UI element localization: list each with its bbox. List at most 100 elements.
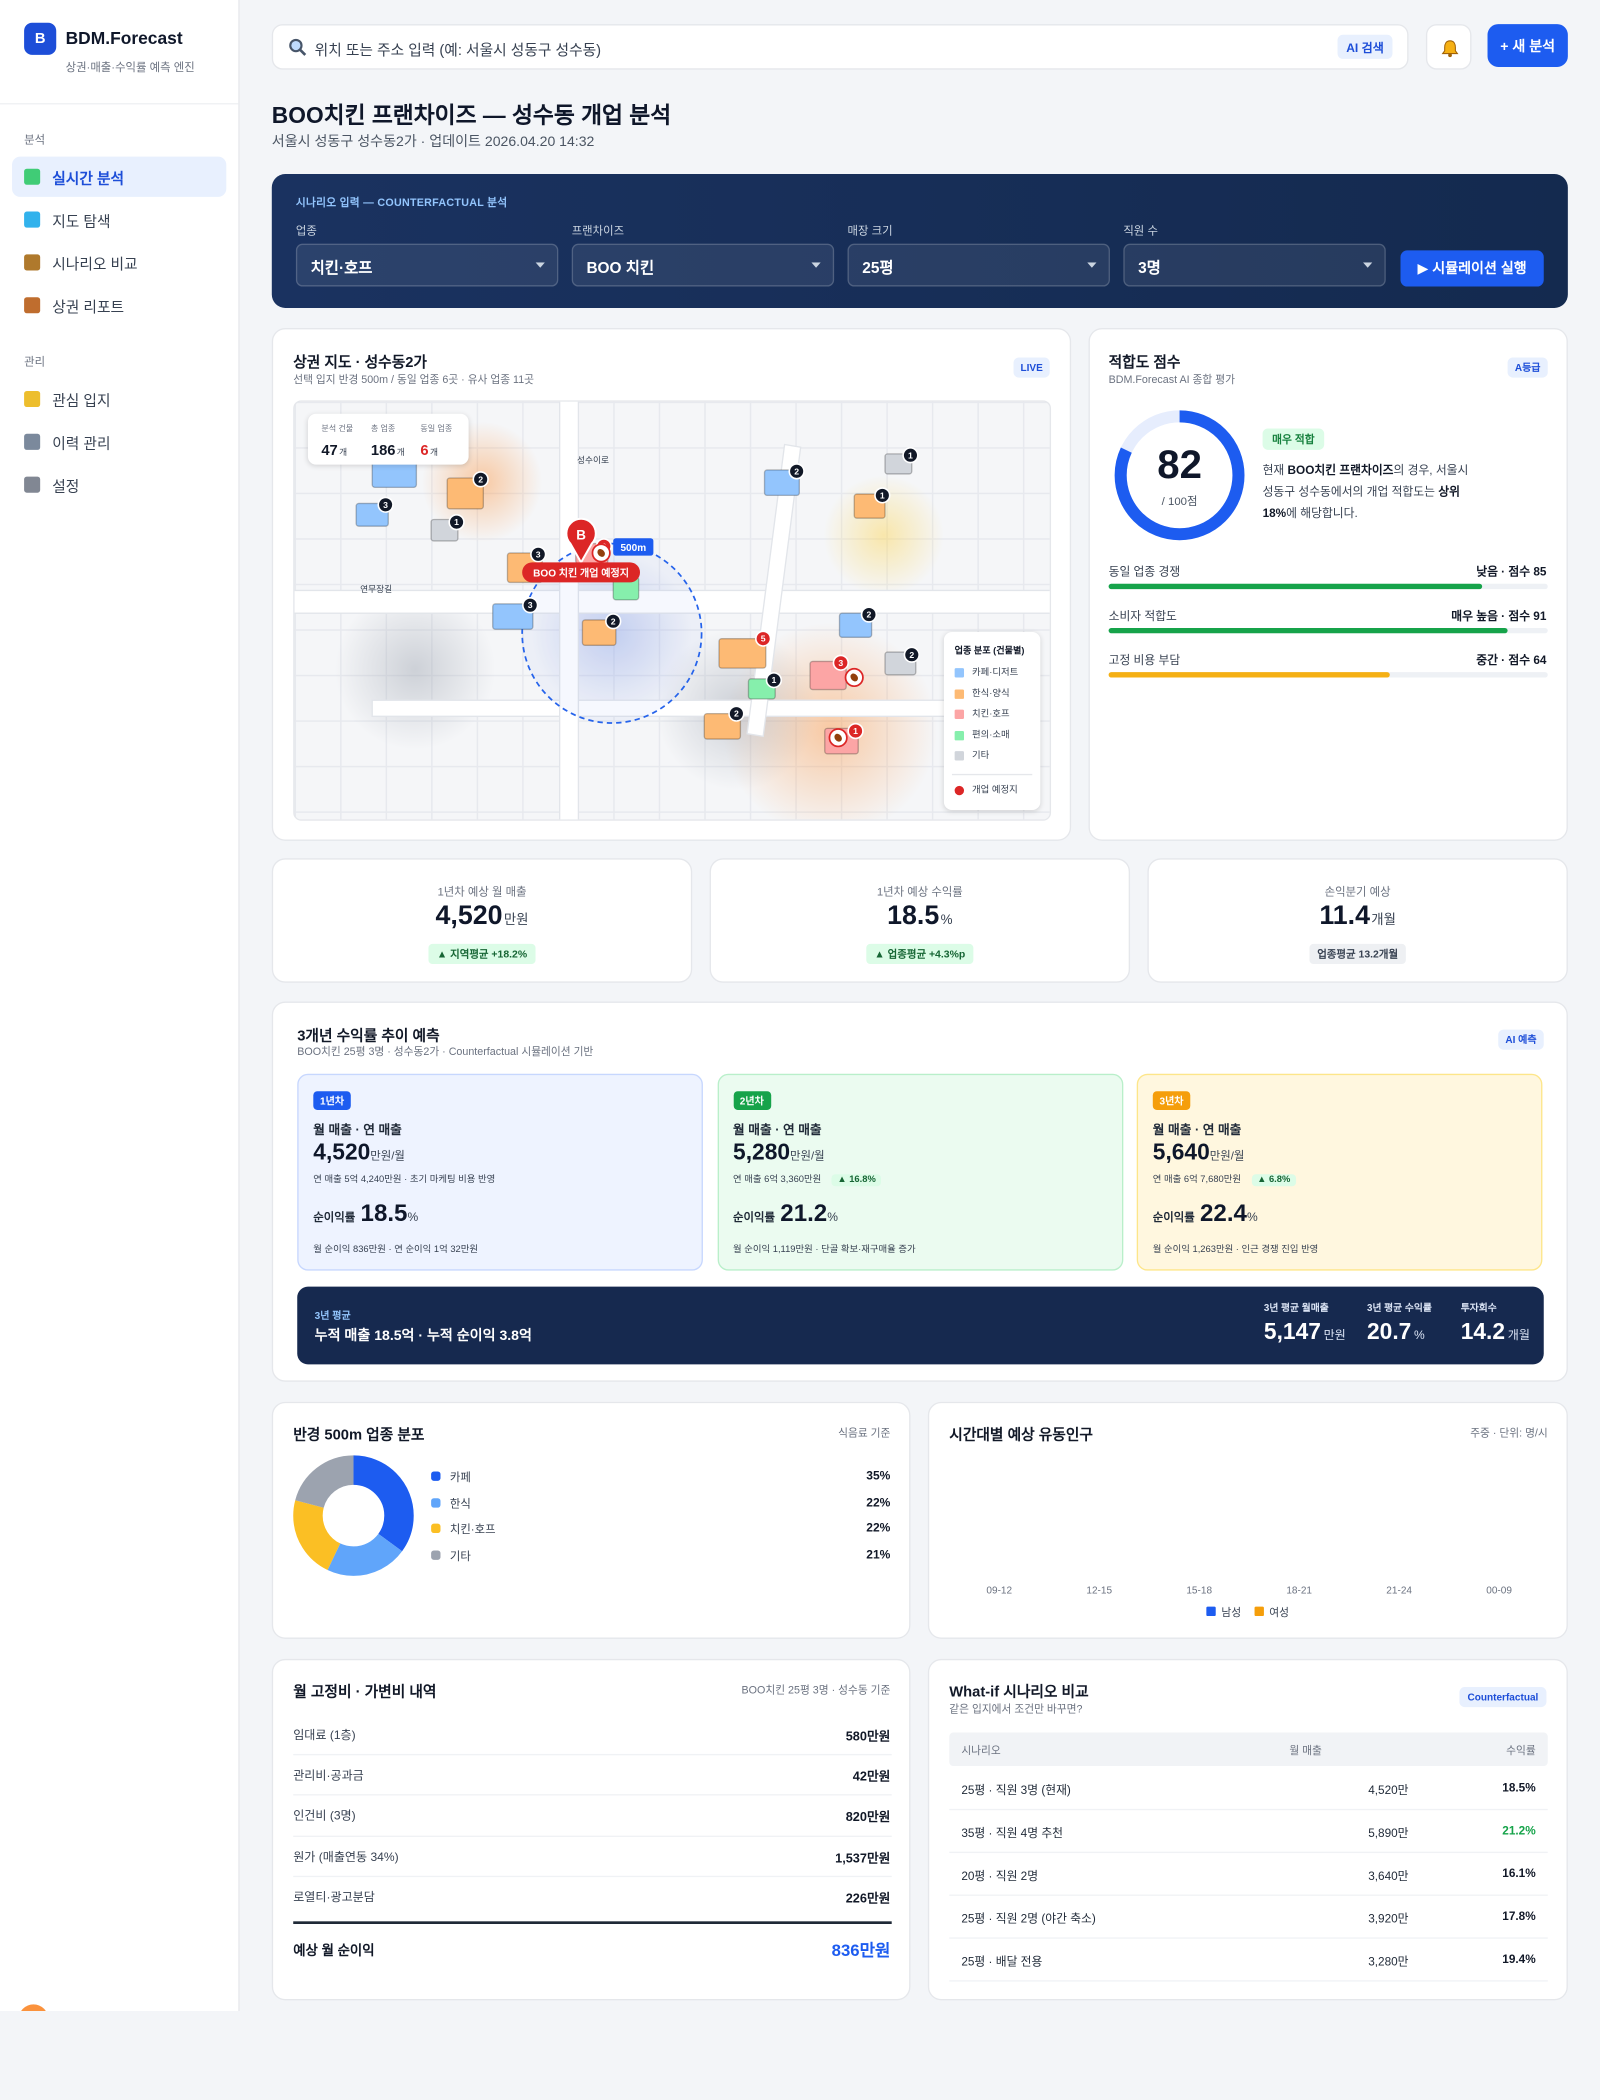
nav-icon bbox=[24, 390, 41, 408]
nav-icon bbox=[24, 433, 41, 450]
kpi-card: 1년차 예상 월 매출 4,520만원 ▲ 지역평균 +18.2% bbox=[271, 858, 693, 983]
table-row[interactable]: 20평 · 직원 2명 3,640만 16.1% bbox=[949, 1853, 1548, 1896]
table-row[interactable]: 25평 · 배달 전용 3,280만 19.4% bbox=[949, 1939, 1548, 1982]
x-tick-label: 09-12 bbox=[986, 1583, 1013, 1596]
chicken-icon-leg bbox=[597, 549, 605, 557]
nav-item[interactable]: 이력 관리 bbox=[12, 422, 226, 462]
tagline: 상권·매출·수익률 예측 엔진 bbox=[65, 60, 195, 74]
nav-item[interactable]: 상권 리포트 bbox=[12, 285, 226, 325]
summary-stat-label: 3년 평균 수익률 bbox=[1367, 1301, 1432, 1314]
year-unit: 만원/월 bbox=[1209, 1148, 1245, 1163]
kpi-badge: 업종평균 13.2개월 bbox=[1309, 943, 1407, 965]
building-badge bbox=[902, 447, 919, 464]
bell-button[interactable] bbox=[1425, 24, 1472, 70]
traffic-note: 주중 · 단위: 명/시 bbox=[1470, 1427, 1548, 1440]
kpi-value: 18.5% bbox=[711, 901, 1129, 932]
field-select[interactable]: BOO 치킨 bbox=[571, 243, 835, 287]
new-analysis-button[interactable]: + 새 분석 bbox=[1487, 24, 1568, 67]
summary-stat-unit: 만원 bbox=[1323, 1328, 1346, 1342]
cost-label: 임대료 (1층) bbox=[293, 1728, 356, 1742]
cost-label: 로열티·광고분담 bbox=[293, 1890, 375, 1904]
nav-section-title: 분석 bbox=[24, 132, 46, 146]
year-label: 월 매출 · 연 매출 bbox=[313, 1123, 402, 1139]
building-count: 2 bbox=[734, 709, 739, 719]
description-part: BOO치킨 프랜차이즈 bbox=[1287, 463, 1394, 477]
cost-note: BOO치킨 25평 3명 · 성수동 기준 bbox=[741, 1684, 891, 1697]
bell-shape bbox=[1441, 40, 1459, 55]
search-bar[interactable]: 위치 또는 주소 입력 (예: 서울시 성동구 성수동) AI 검색 bbox=[271, 24, 1409, 70]
run-button[interactable]: ▶ 시뮬레이션 실행 bbox=[1400, 250, 1544, 287]
year-unit: 만원/월 bbox=[790, 1148, 825, 1163]
distribution-label: 기타 bbox=[449, 1548, 471, 1562]
summary-stat-unit: 개월 bbox=[1507, 1328, 1530, 1342]
nav-item[interactable]: 실시간 분석 bbox=[12, 156, 227, 197]
chicken-icon-leg bbox=[834, 733, 842, 742]
nav-item[interactable]: 시나리오 비교 bbox=[12, 242, 226, 282]
revenue-cell: 5,890만 bbox=[1368, 1826, 1409, 1840]
road-label: 성수이로 bbox=[577, 455, 609, 465]
field-label: 프랜차이즈 bbox=[571, 223, 625, 237]
distribution-card: 반경 500m 업종 분포 식음료 기준 카페 35% 한식 22% 치킨·호프 22% 기타 2… bbox=[271, 1401, 911, 1639]
whatif-card: What-if 시나리오 비교 같은 입지에서 조건만 바꾸면? Counterfa… bbox=[927, 1658, 1568, 2001]
kpi-badge-row: ▲ 업종평균 +4.3%p bbox=[711, 940, 1129, 965]
metric-score: 매우 높음 · 점수 91 bbox=[1451, 609, 1547, 623]
ai-search-chip[interactable]: AI 검색 bbox=[1337, 34, 1393, 59]
year-note: 연 매출 5억 4,240만원 · 초기 마케팅 비용 반영 bbox=[313, 1173, 495, 1186]
table-row[interactable]: 25평 · 직원 3명 (현재) 4,520만 18.5% bbox=[949, 1767, 1548, 1811]
summary-stat-value: 14.2 개월 bbox=[1461, 1319, 1530, 1346]
year-tag: 3년차 bbox=[1152, 1091, 1191, 1110]
kpi-badge-row: 업종평균 13.2개월 bbox=[1149, 940, 1567, 965]
road bbox=[294, 589, 1050, 614]
nav-item[interactable]: 설정 bbox=[12, 465, 226, 505]
nav-icon bbox=[24, 211, 41, 228]
distribution-label: 카페 bbox=[449, 1470, 471, 1484]
cost-value: 580만원 bbox=[845, 1729, 891, 1745]
building-badge bbox=[530, 546, 547, 563]
caret bbox=[811, 262, 821, 268]
year-note-text: 연 매출 5억 4,240만원 · 초기 마케팅 비용 반영 bbox=[313, 1175, 496, 1185]
metric-bar bbox=[1108, 583, 1482, 590]
building-count: 1 bbox=[454, 517, 459, 527]
nav-icon bbox=[24, 168, 41, 185]
table-row[interactable]: 35평 · 직원 4명 추천 5,890만 21.2% bbox=[949, 1810, 1548, 1854]
building-badge bbox=[874, 487, 891, 504]
field-select[interactable]: 치킨·호프 bbox=[295, 243, 559, 287]
select-caret bbox=[811, 262, 821, 268]
bell-clapper bbox=[1448, 53, 1452, 58]
live-badge: LIVE bbox=[1013, 357, 1050, 378]
field-select[interactable]: 25평 bbox=[847, 243, 1110, 287]
distribution-value: 35% bbox=[866, 1468, 891, 1483]
profit-unit: % bbox=[827, 1210, 838, 1224]
field-select[interactable]: 3명 bbox=[1123, 243, 1386, 287]
revenue-cell: 3,280만 bbox=[1368, 1954, 1409, 1969]
building-count: 1 bbox=[853, 726, 858, 736]
legend-swatch bbox=[954, 688, 965, 699]
field-label: 업종 bbox=[295, 223, 317, 237]
legend-divider bbox=[951, 773, 1033, 776]
field-value: 25평 bbox=[862, 261, 894, 278]
nav-label: 관심 입지 bbox=[52, 393, 111, 410]
nav-label: 지도 탐색 bbox=[52, 214, 111, 231]
profit-label: 순이익률 bbox=[733, 1210, 775, 1224]
score-title: 적합도 점수 bbox=[1108, 354, 1181, 371]
year-profit: 순이익률 21.2% bbox=[733, 1200, 838, 1228]
radius-label: 500m bbox=[620, 543, 646, 554]
revenue-cell: 4,520만 bbox=[1368, 1783, 1409, 1797]
year-profit: 순이익률 22.4% bbox=[1153, 1200, 1258, 1228]
nav-item[interactable]: 지도 탐색 bbox=[12, 199, 226, 239]
nav-item[interactable]: 관심 입지 bbox=[12, 379, 226, 419]
summary-stat-number: 20.7 bbox=[1367, 1318, 1412, 1345]
rate-cell: 21.2% bbox=[1502, 1823, 1536, 1837]
stat-number: 186 bbox=[370, 443, 396, 460]
stat-value: 186개 bbox=[371, 438, 405, 462]
column-header: 시나리오 bbox=[961, 1744, 1001, 1757]
scenario-cell: 35평 · 직원 4명 추천 bbox=[961, 1826, 1064, 1840]
legend-label: 카페·디저트 bbox=[972, 668, 1019, 678]
table-row[interactable]: 25평 · 직원 2명 (야간 축소) 3,920만 17.8% bbox=[949, 1896, 1548, 1939]
distribution-swatch bbox=[431, 1497, 441, 1507]
building-badge bbox=[788, 463, 805, 480]
page-subtitle: 서울시 성동구 성수동2가 · 업데이트 2026.04.20 14:32 bbox=[271, 133, 595, 150]
field-value: BOO 치킨 bbox=[586, 261, 655, 278]
